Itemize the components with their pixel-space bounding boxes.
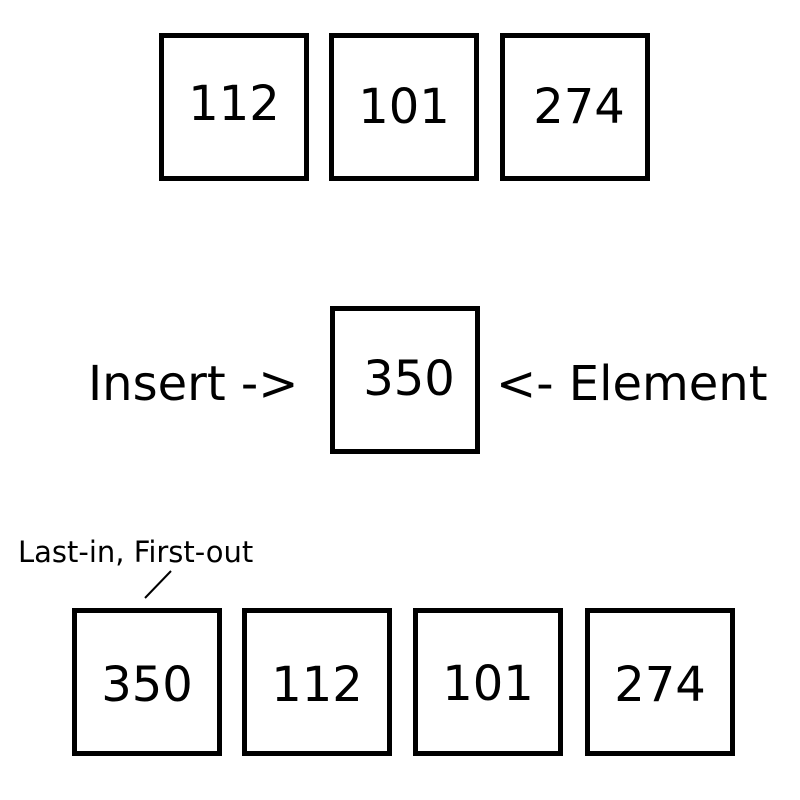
- initial-stack-cell: 112: [159, 33, 309, 181]
- cell-value: 274: [533, 79, 625, 135]
- result-stack-cell: 274: [585, 608, 735, 756]
- result-stack-cell: 112: [242, 608, 392, 756]
- cell-value: 101: [442, 656, 534, 712]
- cell-value: 101: [358, 79, 450, 135]
- lifo-annotation: Last-in, First-out: [18, 535, 254, 569]
- cell-value: 112: [271, 657, 363, 713]
- inserted-element: 350: [330, 306, 480, 454]
- insert-label: Insert ->: [88, 356, 299, 412]
- initial-stack-cell: 274: [500, 33, 650, 181]
- element-label: <- Element: [496, 356, 768, 412]
- pointer-line: [144, 570, 172, 599]
- cell-value: 350: [363, 351, 455, 407]
- result-stack-cell: 101: [413, 608, 563, 756]
- cell-value: 112: [188, 76, 280, 132]
- cell-value: 274: [614, 657, 706, 713]
- cell-value: 350: [101, 657, 193, 713]
- result-stack-cell: 350: [72, 608, 222, 756]
- initial-stack-cell: 101: [329, 33, 479, 181]
